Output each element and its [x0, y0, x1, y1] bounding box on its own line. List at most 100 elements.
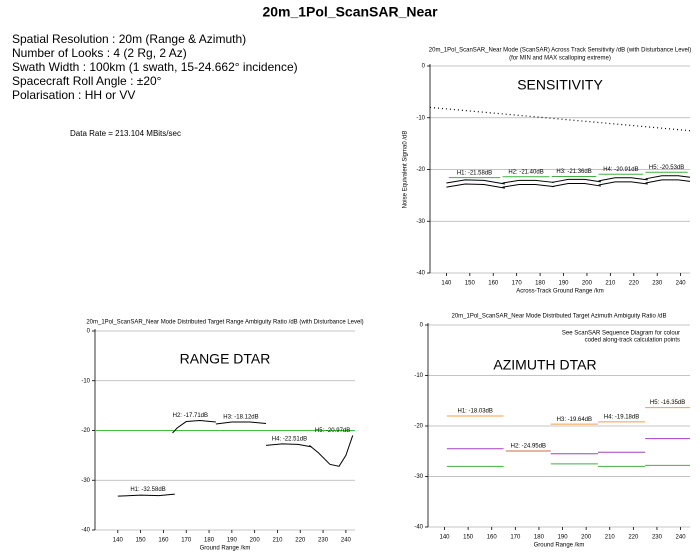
series-line: [598, 177, 648, 182]
y-tick-label: 0: [422, 64, 426, 70]
y-tick-label: -30: [81, 478, 90, 484]
series-line: [172, 420, 216, 434]
chart-subtitle: coded along-track calculation points: [585, 338, 680, 344]
x-tick-label: 220: [628, 535, 639, 541]
page-title: 20m_1Pol_ScanSAR_Near: [262, 4, 438, 20]
series-line: [117, 493, 175, 497]
chart-title: 20m_1Pol_ScanSAR_Near Mode Distributed T…: [86, 320, 363, 326]
series-label: H2: -17.71dB: [173, 413, 208, 419]
x-tick-label: 190: [558, 535, 569, 541]
series-label: H3: -21.36dB: [556, 169, 591, 175]
y-tick-label: -40: [416, 271, 425, 277]
chart-title: 20m_1Pol_ScanSAR_Near Mode (ScanSAR) Acr…: [429, 48, 691, 54]
series-label: H4: -22.51dB: [272, 437, 307, 443]
x-tick-label: 140: [113, 538, 124, 544]
y-tick-label: -20: [416, 167, 425, 173]
x-tick-label: 190: [559, 281, 570, 287]
chart-label: SENSITIVITY: [517, 77, 603, 93]
series-line: [215, 421, 267, 425]
info-line: Number of Looks : 4 (2 Rg, 2 Az): [12, 46, 187, 60]
chart-subtitle: (for MIN and MAX scalloping extreme): [509, 56, 611, 62]
x-tick-label: 200: [581, 535, 592, 541]
x-tick-label: 150: [463, 535, 474, 541]
x-tick-label: 170: [512, 281, 523, 287]
x-tick-label: 160: [158, 538, 169, 544]
series-line: [551, 178, 602, 183]
series-line: [446, 183, 506, 189]
y-tick-label: -30: [416, 219, 425, 225]
x-tick-label: 200: [250, 538, 261, 544]
x-tick-label: 210: [605, 281, 616, 287]
x-tick-label: 150: [465, 281, 476, 287]
series-line: [551, 182, 602, 188]
x-tick-label: 230: [318, 538, 329, 544]
x-tick-label: 240: [676, 535, 687, 541]
y-tick-label: -10: [416, 115, 425, 121]
series-label: H1: -18.03dB: [458, 409, 493, 415]
y-tick-label: -40: [81, 528, 90, 534]
series-label: H2: -21.40dB: [508, 169, 543, 175]
x-axis-label: Ground Range /km: [534, 543, 585, 549]
x-tick-label: 140: [440, 535, 451, 541]
series-line: [645, 179, 691, 184]
y-tick-label: -10: [414, 373, 423, 379]
series-label: H2: -24.95dB: [511, 444, 546, 450]
series-line: [645, 175, 691, 180]
x-tick-label: 170: [181, 538, 192, 544]
series-label: H4: -19.18dB: [604, 414, 639, 420]
x-tick-label: 220: [629, 281, 640, 287]
x-tick-label: 230: [652, 281, 663, 287]
chart-label: RANGE DTAR: [180, 351, 271, 367]
info-line: Polarisation : HH or VV: [12, 88, 135, 102]
x-tick-label: 180: [204, 538, 215, 544]
chart-subtitle: See ScanSAR Sequence Diagram for colour: [562, 331, 680, 337]
series-label: H1: -32.58dB: [130, 487, 165, 493]
x-axis-label: Ground Range /km: [200, 546, 251, 552]
series-label: H5: -20.97dB: [315, 428, 350, 434]
series-label: H5: -20.53dB: [649, 165, 684, 171]
y-axis-label: Noise Equivalent Sigma0 /dB: [403, 131, 409, 209]
series-line: [309, 435, 354, 467]
series-label: H3: -19.64dB: [557, 417, 592, 423]
x-tick-label: 140: [441, 281, 452, 287]
x-tick-label: 200: [582, 281, 593, 287]
series-line: [502, 179, 555, 184]
series-label: H3: -18.12dB: [223, 415, 258, 421]
x-tick-label: 240: [341, 538, 352, 544]
x-tick-label: 190: [227, 538, 238, 544]
y-tick-label: 0: [420, 323, 424, 329]
info-line: Spacecraft Roll Angle : ±20°: [12, 74, 162, 88]
series-label: H4: -20.91dB: [603, 167, 638, 173]
y-tick-label: -10: [81, 378, 90, 384]
x-tick-label: 230: [652, 535, 663, 541]
info-line: Spatial Resolution : 20m (Range & Azimut…: [12, 32, 246, 46]
info-line: Swath Width : 100km (1 swath, 15-24.662°…: [12, 60, 298, 74]
chart-title: 20m_1Pol_ScanSAR_Near Mode Distributed T…: [451, 314, 666, 320]
series-label: H5: -16.35dB: [650, 400, 685, 406]
x-tick-label: 240: [676, 281, 687, 287]
series-label: H1: -21.58dB: [457, 170, 492, 176]
series-line: [598, 181, 648, 186]
x-tick-label: 150: [136, 538, 147, 544]
x-tick-label: 210: [272, 538, 283, 544]
y-tick-label: -30: [414, 474, 423, 480]
series-line: [446, 179, 506, 185]
data-rate: Data Rate = 213.104 MBits/sec: [70, 129, 181, 138]
y-tick-label: -20: [414, 424, 423, 430]
x-axis-label: Across-Track Ground Range /km: [516, 289, 603, 295]
y-tick-label: 0: [87, 329, 91, 335]
y-tick-label: -20: [81, 428, 90, 434]
x-tick-label: 160: [487, 535, 498, 541]
series-line: [502, 184, 555, 188]
x-tick-label: 160: [488, 281, 499, 287]
chart-label: AZIMUTH DTAR: [493, 357, 596, 373]
x-tick-label: 220: [295, 538, 306, 544]
y-tick-label: -40: [414, 525, 423, 531]
series-line: [429, 106, 691, 132]
x-tick-label: 170: [510, 535, 521, 541]
x-tick-label: 210: [605, 535, 616, 541]
series-line: [266, 443, 312, 448]
x-tick-label: 180: [534, 535, 545, 541]
x-tick-label: 180: [535, 281, 546, 287]
